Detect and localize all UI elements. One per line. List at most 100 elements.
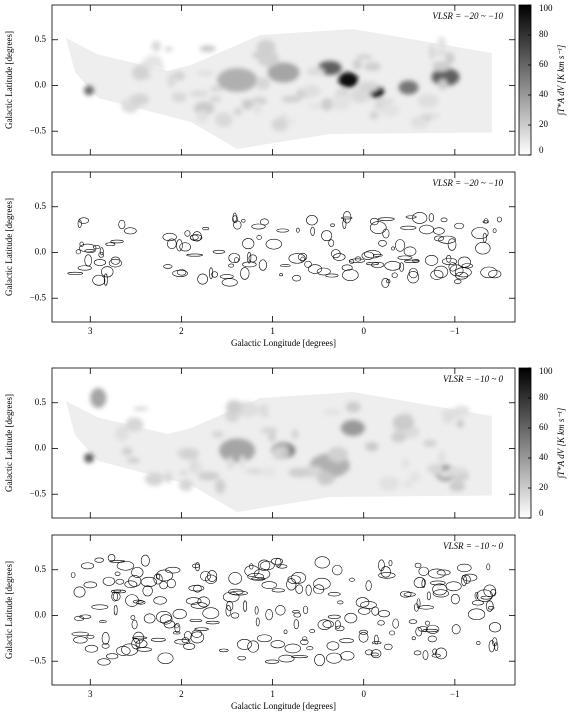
contour [370, 649, 382, 659]
contour [359, 629, 368, 635]
x-tick-label: −1 [450, 689, 460, 699]
contour [306, 646, 314, 651]
contour [124, 227, 137, 235]
contour [221, 278, 238, 287]
contour [313, 584, 325, 595]
colorbar-tick-label: 20 [539, 119, 549, 129]
contour [247, 572, 264, 581]
annotation: VLSR = −20 ~ −10 [432, 178, 503, 188]
contour [455, 271, 469, 280]
contour [332, 253, 346, 261]
contour [424, 620, 430, 626]
contour [451, 624, 461, 635]
contour [309, 628, 316, 634]
contour [243, 600, 247, 612]
contour [403, 592, 416, 597]
emission-blob [158, 65, 165, 71]
contour [400, 590, 412, 598]
map-coverage [65, 29, 492, 149]
emission-blob [219, 438, 256, 463]
contour [378, 559, 385, 572]
contour [382, 228, 390, 239]
contour [228, 252, 241, 264]
y-tick-label: 0.5 [35, 397, 47, 407]
contour [339, 638, 354, 644]
contour [314, 653, 325, 667]
contour [449, 264, 464, 277]
contour [453, 279, 462, 284]
colorbar-tick-label: 40 [539, 452, 549, 462]
colorbar-tick-label: 80 [539, 29, 549, 39]
y-tick-label: −0.5 [30, 125, 47, 135]
contour [277, 564, 288, 569]
emission-blob [317, 472, 336, 485]
contour [291, 572, 307, 584]
contour [248, 254, 258, 263]
emission-blob [144, 74, 151, 79]
emission-blob [213, 430, 223, 438]
colorbar-tick-label: 60 [539, 422, 549, 432]
contour [371, 652, 379, 657]
contour [388, 559, 393, 567]
contour [176, 269, 187, 276]
contour [132, 636, 147, 640]
contour [132, 599, 144, 604]
contour [270, 557, 283, 565]
emission-blob [437, 450, 446, 466]
contour [494, 642, 499, 651]
emission-blob [303, 84, 321, 98]
emission-blob [164, 47, 173, 52]
contour [461, 574, 467, 587]
contour [84, 644, 99, 653]
contour [326, 641, 340, 651]
emission-blob [209, 96, 222, 103]
contour [193, 584, 202, 593]
emission-blob [308, 103, 322, 110]
plot-frame [51, 4, 516, 156]
emission-blob [197, 471, 220, 481]
contour [172, 269, 188, 277]
contour [325, 273, 339, 278]
emission-blob [338, 72, 359, 88]
contour [202, 607, 220, 619]
contour [431, 653, 441, 658]
colorbar-tick-label: 80 [539, 392, 549, 402]
contour [185, 597, 202, 605]
contour [483, 584, 497, 598]
emission-blob [189, 90, 209, 98]
contour [237, 655, 247, 661]
contour [327, 592, 341, 597]
emission-blob [90, 388, 107, 408]
contour [237, 639, 252, 650]
contour [159, 581, 168, 590]
plot-frame [51, 171, 516, 323]
colorbar-tick-label: 0 [539, 508, 544, 518]
contour [131, 567, 144, 578]
contour [302, 605, 309, 615]
contour [153, 573, 163, 585]
contour [219, 274, 234, 279]
contour [77, 219, 82, 228]
contour [288, 253, 306, 264]
contour [330, 223, 335, 227]
contour [251, 223, 266, 230]
emission-blob [456, 419, 464, 429]
contour [372, 253, 383, 257]
contour [191, 629, 203, 638]
contour [194, 627, 209, 631]
contour [358, 607, 371, 615]
contour [322, 620, 334, 629]
y-tick-label: −0.5 [30, 292, 47, 302]
contour [432, 583, 448, 596]
contour [296, 227, 300, 233]
contour [197, 273, 208, 285]
contour [408, 619, 418, 624]
contour [113, 604, 118, 616]
contour [335, 625, 345, 632]
annotation: VLSR = −10 ~ 0 [443, 541, 504, 551]
contour [159, 614, 173, 625]
contour [84, 249, 96, 253]
y-tick-label: 0.5 [35, 564, 47, 574]
contour [302, 636, 308, 642]
contour [413, 577, 426, 589]
